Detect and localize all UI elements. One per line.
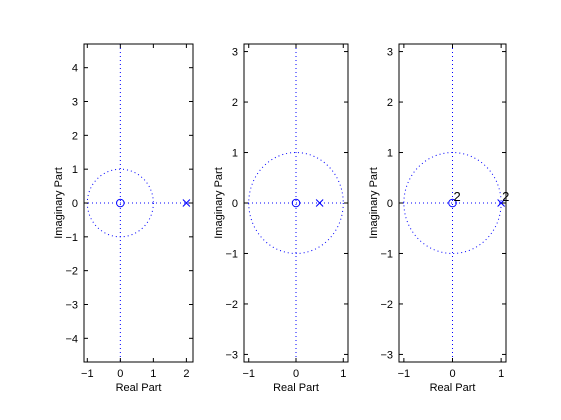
pole-zero-plot-1: −1 0 1 2 −4 −3 −2 −1 0 1 2 3 4 Real Part Imaginary Par… [53, 43, 194, 394]
y-tick-label: −3 [380, 349, 393, 361]
y-tick-label: −2 [225, 299, 238, 311]
zero-marker [291, 198, 301, 208]
y-tick-label: −4 [65, 333, 78, 345]
plot-area [399, 44, 506, 362]
x-axis-label: Real Part [116, 382, 162, 394]
y-tick-label: 1 [232, 148, 238, 160]
x-tick-label: −1 [398, 368, 411, 380]
y-tick-label: −2 [380, 299, 393, 311]
y-tick-label: 2 [387, 97, 393, 109]
x-tick-label: 1 [150, 368, 156, 380]
y-tick-label: −3 [225, 349, 238, 361]
zero-marker [448, 198, 457, 208]
x-tick-label: 1 [340, 368, 346, 380]
x-tick-label: 0 [449, 368, 455, 380]
pole-marker [315, 199, 324, 207]
y-tick-label: 3 [387, 47, 393, 59]
y-tick-label: −2 [65, 266, 78, 278]
multiplicity-label: 2 [454, 189, 461, 204]
y-tick-label: 0 [387, 198, 393, 210]
y-axis-label: Imaginary Part [53, 167, 65, 239]
pole-zero-plot-2: −1 0 1 −3 −2 −1 0 1 2 3 Real Part Imaginary Part [213, 43, 349, 394]
y-tick-label: −3 [65, 299, 78, 311]
x-tick-label: 0 [293, 368, 299, 380]
y-tick-label: −1 [225, 248, 238, 260]
y-axis-label: Imaginary Part [213, 167, 225, 239]
x-axis-label: Real Part [273, 382, 319, 394]
x-tick-label: −1 [81, 368, 94, 380]
y-tick-label: 2 [232, 97, 238, 109]
x-tick-label: 1 [498, 368, 504, 380]
plot-area [244, 44, 348, 362]
x-tick-label: 0 [117, 368, 123, 380]
multiplicity-label: 2 [502, 189, 509, 204]
y-tick-label: 0 [72, 198, 78, 210]
x-tick-label: 2 [183, 368, 189, 380]
y-tick-label: 0 [232, 198, 238, 210]
unit-circle [403, 152, 502, 254]
x-tick-label: −1 [242, 368, 255, 380]
y-tick-label: 3 [72, 97, 78, 109]
pole-marker [182, 199, 191, 207]
y-tick-label: 1 [387, 148, 393, 160]
pole-marker [497, 199, 505, 207]
zero-marker [116, 198, 125, 208]
plot-area [84, 44, 193, 362]
pole-zero-plot-3: 2 2 −1 0 1 −3 −2 −1 0 1 2 3 Real Part Imaginary Part [368, 43, 509, 394]
y-tick-label: −1 [380, 248, 393, 260]
y-axis-label: Imaginary Part [368, 167, 380, 239]
x-axis-label: Real Part [430, 382, 476, 394]
y-tick-label: 1 [72, 164, 78, 176]
y-tick-label: 4 [72, 63, 78, 75]
unit-circle [248, 152, 344, 254]
y-tick-label: −1 [65, 232, 78, 244]
y-tick-label: 3 [232, 47, 238, 59]
y-tick-label: 2 [72, 130, 78, 142]
